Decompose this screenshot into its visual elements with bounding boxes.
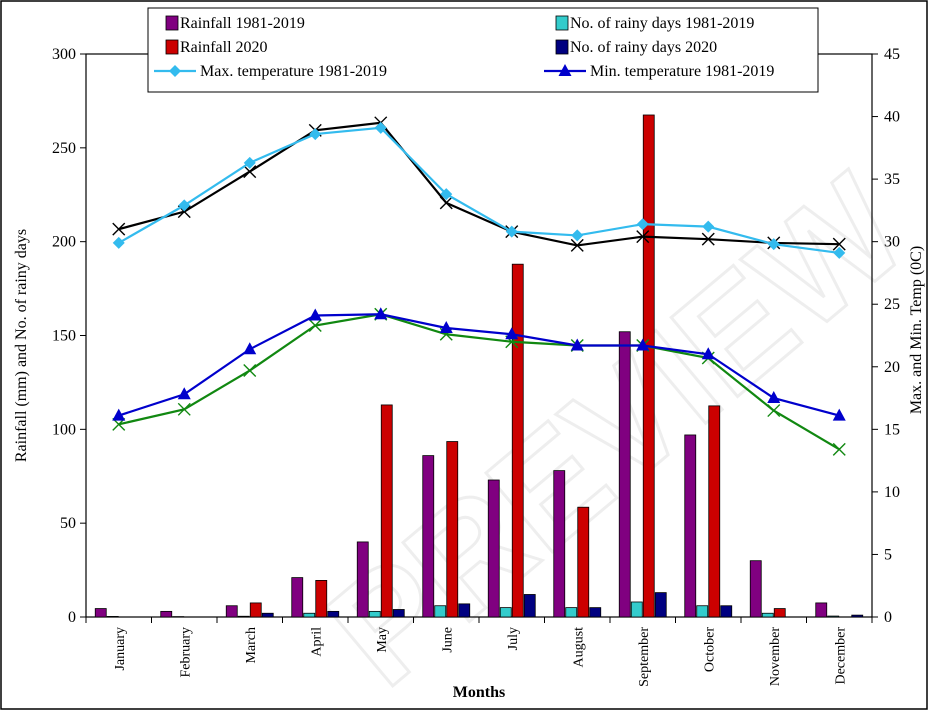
y2-tick-label: 20 [884,359,900,376]
bar [566,608,577,617]
bar [554,471,565,617]
y-tick-label: 200 [52,234,76,251]
bar [95,609,106,617]
bar [852,615,863,617]
bar [655,593,666,617]
bar [643,115,654,617]
bar [762,613,773,617]
bar [750,561,761,617]
legend-swatch [556,40,568,54]
bar [488,480,499,617]
bar [161,611,172,617]
legend-label: Min. temperature 1981-2019 [590,63,774,80]
legend-entry: Rainfall 2020 [166,39,268,56]
y2-tick-label: 15 [884,421,900,438]
x-tick-label: April [309,627,324,657]
legend-label: Rainfall 2020 [180,39,268,56]
bar [381,405,392,617]
y2-tick-label: 5 [884,546,892,563]
y-tick-label: 50 [60,515,76,532]
bar [435,606,446,617]
legend-swatch [166,16,178,30]
legend-label: Max. temperature 1981-2019 [200,63,387,80]
x-tick-label: September [637,627,652,687]
bar [524,594,535,617]
x-tick-label: March [244,627,259,664]
legend-label: No. of rainy days 1981-2019 [570,15,754,32]
bar [369,611,380,617]
y2-tick-label: 0 [884,609,892,626]
y-axis-title: Rainfall (mm) and No. of rainy days [13,229,30,462]
x-axis-title: Months [453,684,505,701]
bar [721,606,732,617]
bar [631,602,642,617]
x-tick-label: October [702,627,717,672]
y-tick-label: 150 [52,328,76,345]
bar [316,580,327,617]
bar [774,609,785,617]
legend-entry: No. of rainy days 2020 [556,39,717,56]
bar [357,542,368,617]
bar [250,603,261,617]
x-tick-label: July [506,627,521,650]
legend-swatch [556,16,568,30]
y-tick-label: 300 [52,46,76,63]
bar [226,606,237,617]
x-tick-label: August [571,627,586,668]
bar [459,604,470,617]
y-tick-label: 0 [68,609,76,626]
x-tick-label: November [768,627,783,686]
bar [590,608,601,617]
legend-label: Rainfall 1981-2019 [180,15,305,32]
x-tick-label: May [375,627,390,653]
y2-tick-label: 10 [884,484,900,501]
bar [262,613,273,617]
bar [238,616,249,617]
bar [292,578,303,617]
bar [709,406,720,617]
legend-label: No. of rainy days 2020 [570,39,717,56]
bar [328,611,339,617]
legend-entry: Rainfall 1981-2019 [166,15,305,32]
bar [500,608,511,617]
x-tick-label: February [178,627,193,678]
bar [393,609,404,617]
bar [578,507,589,617]
y-tick-label: 250 [52,140,76,157]
y-tick-label: 100 [52,421,76,438]
legend-entry: No. of rainy days 1981-2019 [556,15,754,32]
bar [107,616,118,617]
bar [447,442,458,617]
bar [828,616,839,617]
bar [512,264,523,617]
bar [816,603,827,617]
y2-tick-label: 35 [884,171,900,188]
y2-tick-label: 30 [884,234,900,251]
bar [304,613,315,617]
y2-tick-label: 40 [884,109,900,126]
bar [423,456,434,617]
x-tick-label: January [113,627,128,671]
x-tick-label: June [440,627,455,653]
bar [685,435,696,617]
x-tick-label: December [833,627,848,685]
bar [619,332,630,617]
y2-tick-label: 25 [884,296,900,313]
y2-axis-title: Max. and Min. Temp (0C) [908,246,925,414]
bar [697,606,708,617]
y2-tick-label: 45 [884,46,900,63]
legend-swatch [166,40,178,54]
